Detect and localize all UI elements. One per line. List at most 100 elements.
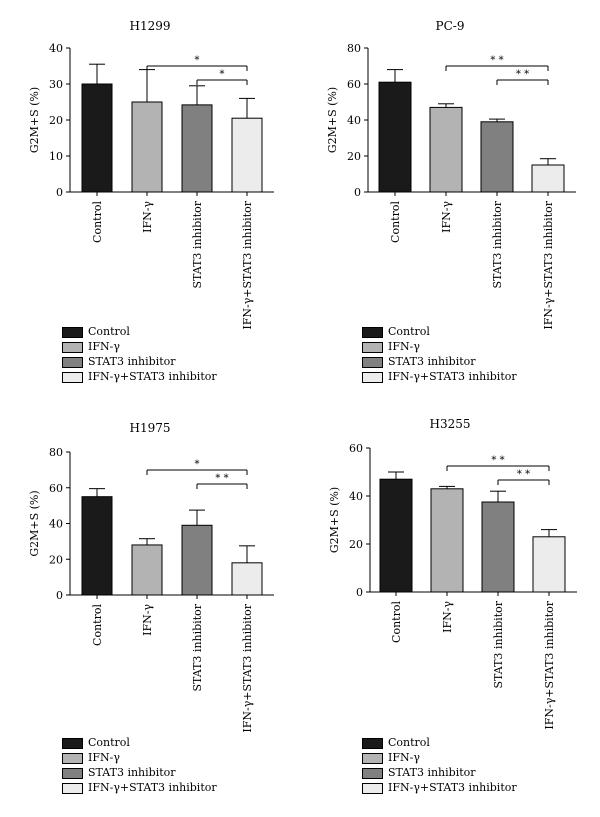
bar-stat3-inhibitor (181, 104, 213, 193)
y-tick-label: 60 (49, 482, 63, 495)
legend-label-ifn: IFN-γ (388, 751, 420, 764)
y-axis-label: G2M+S (%) (326, 87, 339, 153)
legend-swatch-stat3 (62, 768, 83, 779)
x-tick-label-stat3-inhibitor: STAT3 inhibitor (491, 200, 504, 288)
chart-title: H1975 (129, 421, 170, 435)
x-tick-label-ifn-stat3-inhibitor: IFN-γ+STAT3 inhibitor (542, 200, 555, 329)
significance-label: * (195, 55, 200, 66)
x-tick-label-ifn: IFN-γ (141, 201, 154, 233)
legend-label-ifn: IFN-γ (88, 751, 120, 764)
y-tick-label: 0 (56, 186, 63, 199)
y-tick-label: 0 (56, 589, 63, 602)
x-tick-label-control: Control (91, 604, 104, 646)
x-tick-label-ifn-stat3-inhibitor: IFN-γ+STAT3 inhibitor (543, 600, 556, 729)
bar-control (378, 81, 412, 193)
x-tick-label-ifn-stat3-inhibitor: IFN-γ+STAT3 inhibitor (241, 603, 254, 732)
bar-ifn (430, 488, 464, 593)
y-axis-label: G2M+S (%) (28, 87, 41, 153)
x-tick-label-control: Control (389, 201, 402, 243)
y-tick-label: 0 (354, 186, 361, 199)
x-tick-label-ifn: IFN-γ (440, 201, 453, 233)
y-tick-label: 20 (49, 553, 63, 566)
bar-ifn (131, 544, 163, 596)
significance-label: * * (517, 469, 530, 480)
x-tick-label-stat3-inhibitor: STAT3 inhibitor (191, 200, 204, 288)
chart-svg-h1975: H1975 0 20 40 60 80 G2M+S (%) Control IFN-γ STAT3… (28, 421, 274, 733)
bar-ifn-stat3-inhibitor (531, 164, 565, 193)
y-axis-label: G2M+S (%) (28, 490, 41, 556)
legend-swatch-control (62, 327, 83, 338)
bar-ifn-stat3-inhibitor (231, 562, 263, 596)
significance-label: * * (491, 455, 504, 466)
y-tick-label: 40 (349, 490, 363, 503)
significance-label: * * (215, 473, 228, 484)
bar-control (81, 83, 113, 193)
chart-svg-h3255: H3255 0 20 40 60 G2M+S (%) Control IFN-γ STAT3 i… (328, 417, 577, 730)
legend-label-control: Control (88, 736, 130, 749)
bar-stat3-inhibitor (181, 524, 213, 596)
legend-swatch-stat3 (62, 357, 83, 368)
x-tick-label-control: Control (390, 601, 403, 643)
legend-label-stat3: STAT3 inhibitor (388, 355, 476, 368)
y-axis-label: G2M+S (%) (328, 487, 341, 553)
significance-label: * * (490, 55, 503, 66)
y-tick-label: 60 (349, 442, 363, 455)
legend-swatch-control (362, 738, 383, 749)
legend-label-combo: IFN-γ+STAT3 inhibitor (88, 781, 217, 794)
legend-label-stat3: STAT3 inhibitor (88, 355, 176, 368)
chart-title: PC-9 (436, 19, 465, 33)
legend-swatch-combo (362, 783, 383, 794)
y-tick-label: 20 (349, 538, 363, 551)
x-tick-label-ifn: IFN-γ (441, 601, 454, 633)
chart-panel-h1299: H1299 0 10 20 30 40 G2M+S (%) Control IFN-γ STAT3… (0, 0, 300, 400)
bar-ifn (429, 106, 463, 193)
legend-label-control: Control (388, 325, 430, 338)
legend-label-ifn: IFN-γ (388, 340, 420, 353)
legend-label-stat3: STAT3 inhibitor (88, 766, 176, 779)
bar-stat3-inhibitor (481, 501, 515, 593)
significance-label: * (220, 69, 225, 80)
x-tick-label-ifn-stat3-inhibitor: IFN-γ+STAT3 inhibitor (241, 200, 254, 329)
y-tick-label: 10 (49, 150, 63, 163)
chart-title: H3255 (429, 417, 470, 431)
significance-label: * (195, 459, 200, 470)
y-tick-label: 60 (347, 78, 361, 91)
legend-swatch-ifn (362, 753, 383, 764)
y-tick-label: 80 (347, 42, 361, 55)
bar-control (379, 478, 413, 593)
x-tick-label-control: Control (91, 201, 104, 243)
legend-label-ifn: IFN-γ (88, 340, 120, 353)
legend-label-combo: IFN-γ+STAT3 inhibitor (88, 370, 217, 383)
chart-panel-pc9: PC-9 0 20 40 60 80 G2M+S (%) Control IFN-γ STAT3 … (300, 0, 600, 400)
legend-swatch-control (62, 738, 83, 749)
significance-label: * * (516, 69, 529, 80)
legend-label-control: Control (88, 325, 130, 338)
legend-swatch-control (362, 327, 383, 338)
legend-swatch-ifn (362, 342, 383, 353)
legend-swatch-combo (362, 372, 383, 383)
y-tick-label: 40 (347, 114, 361, 127)
bar-ifn-stat3-inhibitor (532, 536, 566, 593)
y-tick-label: 40 (49, 518, 63, 531)
x-tick-label-stat3-inhibitor: STAT3 inhibitor (191, 603, 204, 691)
legend-swatch-combo (62, 783, 83, 794)
legend-label-stat3: STAT3 inhibitor (388, 766, 476, 779)
legend-label-combo: IFN-γ+STAT3 inhibitor (388, 370, 517, 383)
chart-svg-h1299: H1299 0 10 20 30 40 G2M+S (%) Control IFN-γ STAT3… (28, 19, 274, 330)
legend-swatch-ifn (62, 342, 83, 353)
legend-label-combo: IFN-γ+STAT3 inhibitor (388, 781, 517, 794)
y-tick-label: 30 (49, 78, 63, 91)
legend-swatch-stat3 (362, 357, 383, 368)
chart-panel-h3255: H3255 0 20 40 60 G2M+S (%) Control IFN-γ STAT3 i… (300, 410, 600, 810)
chart-panel-h1975: H1975 0 20 40 60 80 G2M+S (%) Control IFN-γ STAT3… (0, 410, 300, 810)
bar-stat3-inhibitor (480, 121, 514, 193)
y-tick-label: 0 (356, 586, 363, 599)
y-tick-label: 20 (49, 114, 63, 127)
legend-swatch-ifn (62, 753, 83, 764)
legend-label-control: Control (388, 736, 430, 749)
y-tick-label: 80 (49, 446, 63, 459)
x-tick-label-ifn: IFN-γ (141, 604, 154, 636)
bar-control (81, 496, 113, 596)
bar-ifn (131, 101, 163, 193)
bar-ifn-stat3-inhibitor (231, 117, 263, 193)
